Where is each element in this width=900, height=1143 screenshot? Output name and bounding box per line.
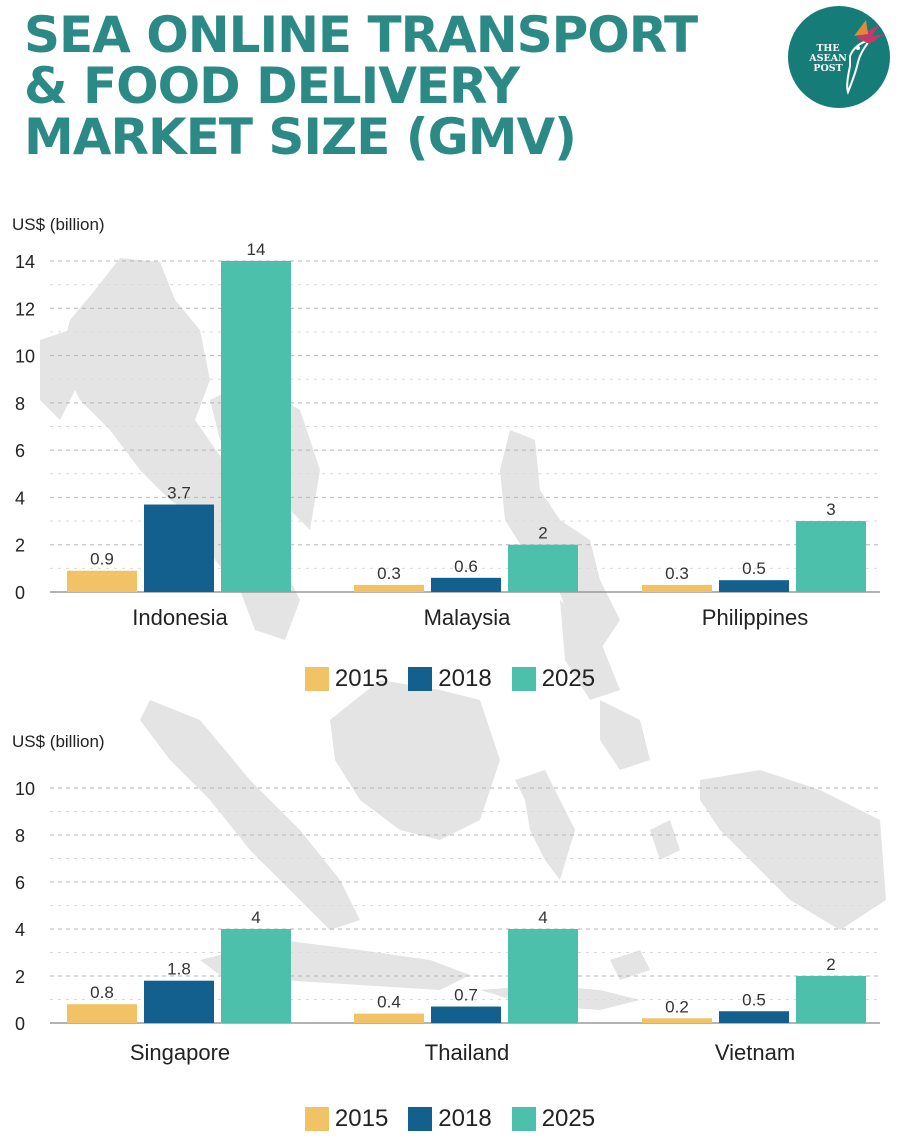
legend-label-2025: 2025	[541, 665, 596, 692]
legend-swatch-2018	[408, 667, 433, 691]
legend-swatch-2025	[511, 1107, 536, 1131]
bar-2015-malaysia	[354, 584, 424, 592]
y-tick-label: 0	[15, 583, 25, 603]
data-label: 1.8	[167, 960, 191, 979]
bar-2015-indonesia	[67, 570, 137, 592]
legend-item-2015: 2015	[304, 1105, 389, 1133]
y-tick-label: 2	[15, 536, 25, 556]
data-label: 2	[826, 955, 835, 974]
legend-swatch-2015	[304, 667, 329, 691]
bar-2025-vietnam	[796, 976, 866, 1023]
legend-bottom: 2015 2018 2025	[0, 1105, 900, 1133]
hummingbird-icon	[846, 20, 884, 95]
bar-2025-indonesia	[221, 261, 291, 592]
data-label: 14	[247, 240, 266, 259]
title-line-3: MARKET SIZE (GMV)	[24, 108, 577, 166]
data-label: 0.5	[742, 990, 766, 1009]
asean-post-logo: THE ASEAN POST	[788, 6, 890, 108]
y-tick-label: 0	[15, 1014, 25, 1034]
data-label: 4	[251, 908, 260, 927]
logo-text-line-2: ASEAN	[809, 53, 847, 64]
data-label: 0.9	[90, 550, 114, 569]
legend-label-2015: 2015	[334, 1105, 389, 1132]
legend-item-2025: 2025	[511, 1105, 596, 1133]
logo-text-line-3: POST	[813, 63, 843, 74]
data-label: 0.5	[742, 559, 766, 578]
y-tick-label: 10	[15, 347, 35, 367]
legend-label-2025: 2025	[541, 1105, 596, 1132]
y-axis-label: US$ (billion)	[12, 732, 105, 751]
y-tick-label: 6	[15, 873, 25, 893]
data-label: 3	[826, 500, 835, 519]
bar-2018-malaysia	[431, 577, 501, 592]
y-tick-label: 8	[15, 826, 25, 846]
legend-item-2018: 2018	[408, 1105, 492, 1133]
bar-2018-thailand	[431, 1006, 501, 1023]
bar-2025-singapore	[221, 929, 291, 1023]
y-tick-label: 6	[15, 441, 25, 461]
data-label: 0.7	[454, 986, 478, 1005]
bar-2018-philippines	[719, 580, 789, 592]
data-label: 4	[538, 908, 547, 927]
category-label-vietnam: Vietnam	[715, 1040, 795, 1065]
bar-2018-indonesia	[144, 504, 214, 592]
page-title: SEA ONLINE TRANSPORT & FOOD DELIVERY MAR…	[24, 6, 698, 166]
y-tick-label: 2	[15, 967, 25, 987]
y-tick-label: 8	[15, 394, 25, 414]
category-label-malaysia: Malaysia	[424, 605, 512, 630]
y-tick-label: 12	[15, 299, 35, 319]
legend-item-2025: 2025	[511, 665, 596, 693]
bar-2015-singapore	[67, 1004, 137, 1023]
data-label: 0.3	[377, 564, 401, 583]
legend-label-2018: 2018	[438, 665, 492, 692]
data-label: 0.2	[665, 997, 689, 1016]
logo-text: THE ASEAN POST	[798, 44, 858, 74]
y-tick-label: 4	[15, 488, 25, 508]
legend-label-2015: 2015	[334, 665, 389, 692]
legend-top: 2015 2018 2025	[0, 665, 900, 693]
bar-2025-malaysia	[508, 544, 578, 592]
bar-2015-thailand	[354, 1013, 424, 1023]
data-label: 0.6	[454, 557, 478, 576]
data-label: 0.8	[90, 983, 114, 1002]
logo-text-line-1: THE	[816, 43, 840, 54]
y-axis-label: US$ (billion)	[12, 215, 105, 234]
category-label-thailand: Thailand	[425, 1040, 509, 1065]
bar-2018-singapore	[144, 980, 214, 1023]
category-label-philippines: Philippines	[702, 605, 808, 630]
legend-swatch-2015	[304, 1107, 329, 1131]
legend-item-2018: 2018	[408, 665, 492, 693]
data-label: 0.3	[665, 564, 689, 583]
category-label-singapore: Singapore	[130, 1040, 230, 1065]
legend-swatch-2018	[408, 1107, 433, 1131]
data-label: 2	[538, 524, 547, 543]
y-tick-label: 10	[15, 779, 35, 799]
category-label-indonesia: Indonesia	[132, 605, 228, 630]
title-line-2: & FOOD DELIVERY	[24, 57, 520, 115]
data-label: 0.4	[377, 993, 401, 1012]
bar-2015-vietnam	[642, 1018, 712, 1023]
legend-label-2018: 2018	[438, 1105, 492, 1132]
y-tick-label: 14	[15, 252, 35, 272]
legend-item-2015: 2015	[304, 665, 389, 693]
data-label: 3.7	[167, 484, 191, 503]
legend-swatch-2025	[511, 667, 536, 691]
bar-2025-thailand	[508, 929, 578, 1023]
y-tick-label: 4	[15, 920, 25, 940]
bar-2025-philippines	[796, 521, 866, 592]
bar-2015-philippines	[642, 584, 712, 592]
title-line-1: SEA ONLINE TRANSPORT	[24, 6, 698, 64]
bar-2018-vietnam	[719, 1011, 789, 1023]
